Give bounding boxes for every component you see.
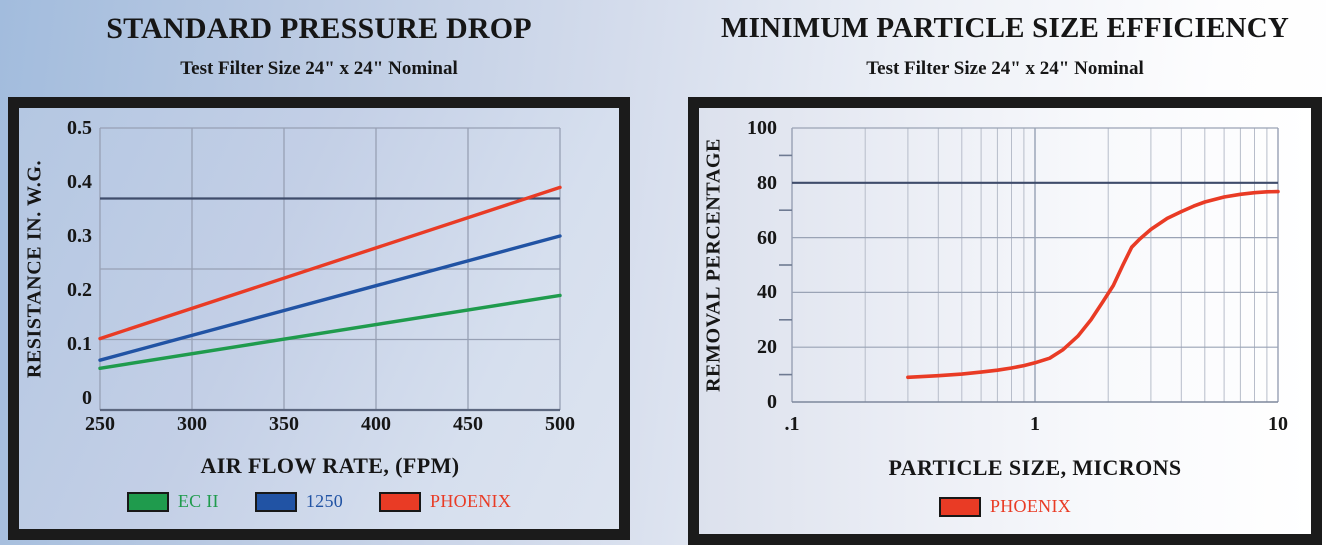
- pressure-drop-plot-svg: [98, 127, 562, 412]
- legend-item: 1250: [254, 491, 344, 512]
- legend-label: 1250: [305, 491, 344, 511]
- particle-efficiency-subtitle: Test Filter Size 24" x 24" Nominal: [866, 58, 1144, 79]
- pressure-drop-plot-area: [98, 127, 562, 412]
- x-tick-label: 350: [269, 413, 299, 435]
- legend-item: PHOENIX: [379, 491, 511, 512]
- y-tick-label: 20: [757, 336, 777, 359]
- x-tick-label: 500: [545, 413, 575, 435]
- y-tick-label: 40: [757, 281, 777, 304]
- particle-efficiency-x-axis-title: PARTICLE SIZE, MICRONS: [888, 455, 1182, 480]
- x-tick-label: 1: [1030, 413, 1040, 435]
- pressure-drop-x-axis-title: AIR FLOW RATE, (FPM): [200, 453, 460, 478]
- legend-swatch: [126, 491, 169, 512]
- x-tick-label: 250: [85, 413, 115, 435]
- y-tick-label: 0: [82, 387, 92, 409]
- y-tick-label: 0.5: [67, 117, 92, 139]
- particle-efficiency-plot-svg: [779, 127, 1280, 403]
- x-tick-label: 300: [177, 413, 207, 435]
- pressure-drop-title: STANDARD PRESSURE DROP: [106, 12, 532, 45]
- x-tick-label: .1: [784, 413, 800, 435]
- y-tick-label: 0: [767, 391, 777, 413]
- legend-label: PHOENIX: [989, 496, 1072, 516]
- x-tick-label: 10: [1268, 413, 1288, 435]
- particle-efficiency-plot-area: [779, 127, 1280, 403]
- legend-label: PHOENIX: [430, 491, 512, 511]
- legend-item: EC II: [126, 491, 219, 512]
- legend-item: PHOENIX: [938, 496, 1072, 517]
- pressure-drop-subtitle: Test Filter Size 24" x 24" Nominal: [180, 58, 458, 79]
- pressure-drop-legend: EC II 1250 PHOENIX: [19, 491, 619, 512]
- y-tick-label: 80: [757, 171, 777, 194]
- y-tick-label: 0.3: [67, 225, 92, 247]
- pressure-drop-chart-frame: RESISTANCE IN. W.G. 0.5 0.4 0.3 0.2 0.1 0 250…: [8, 97, 630, 540]
- legend-swatch: [379, 491, 422, 512]
- legend-swatch: [254, 491, 297, 512]
- y-tick-label: 0.1: [67, 333, 92, 355]
- x-tick-label: 400: [361, 413, 391, 435]
- y-tick-label: 0.4: [67, 171, 92, 193]
- particle-efficiency-legend: PHOENIX: [699, 496, 1311, 517]
- y-tick-label: 0.2: [67, 279, 92, 301]
- particle-efficiency-title: MINIMUM PARTICLE SIZE EFFICIENCY: [721, 12, 1289, 44]
- particle-efficiency-y-axis-title: REMOVAL PERCENTAGE: [702, 138, 725, 392]
- x-tick-label: 450: [453, 413, 483, 435]
- y-tick-label: 100: [747, 117, 777, 139]
- y-tick-label: 60: [757, 226, 777, 249]
- legend-label: EC II: [177, 491, 219, 511]
- particle-efficiency-chart-frame: REMOVAL PERCENTAGE 100 80 60 40 20 0 .1 1 10 PA…: [688, 97, 1322, 545]
- legend-swatch: [938, 496, 981, 517]
